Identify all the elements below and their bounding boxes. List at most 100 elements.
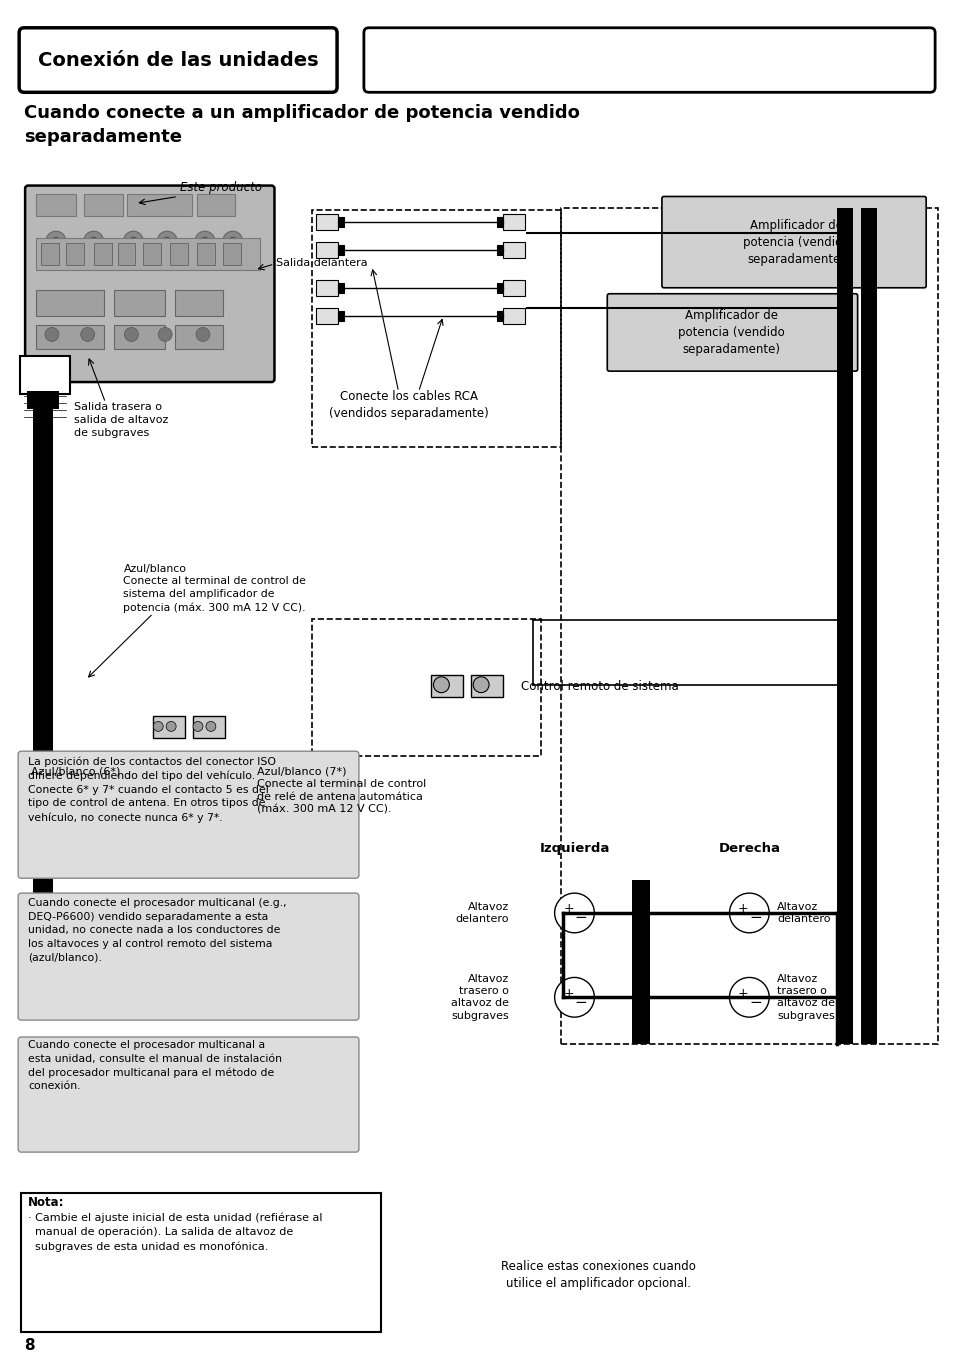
Text: La posición de los contactos del conector ISO
difiere dependiendo del tipo del v: La posición de los contactos del conecto… [28,756,275,822]
Bar [502,214,524,230]
Circle shape [84,232,104,250]
Text: −: − [748,910,760,925]
Bar [113,325,165,349]
Bar [223,244,240,265]
Text: Cuando conecte a un amplificador de potencia vendido
separadamente: Cuando conecte a un amplificador de pote… [24,104,579,146]
Text: Cuando conecte el procesador multicanal a
esta unidad, consulte el manual de ins: Cuando conecte el procesador multicanal … [28,1040,282,1091]
FancyBboxPatch shape [19,28,336,92]
Text: Amplificador de
potencia (vendido
separadamente): Amplificador de potencia (vendido separa… [678,309,784,356]
Bar [502,242,524,259]
Bar [41,244,59,265]
Bar [312,210,560,447]
Bar [315,280,337,295]
FancyBboxPatch shape [18,751,358,879]
Bar [497,283,502,292]
FancyBboxPatch shape [363,28,934,92]
Circle shape [729,894,768,933]
FancyBboxPatch shape [18,1037,358,1152]
Text: · Cambie el ajuste inicial de esta unidad (refiérase al
  manual de operación). : · Cambie el ajuste inicial de esta unida… [28,1213,322,1252]
Circle shape [51,237,60,245]
FancyBboxPatch shape [661,196,925,288]
Bar [175,290,223,315]
Bar [337,245,344,255]
Bar [497,218,502,227]
Circle shape [729,978,768,1017]
Text: Control remoto de sistema: Control remoto de sistema [520,680,678,693]
Circle shape [473,677,489,693]
Bar [36,195,75,217]
Text: Altavoz
delantero: Altavoz delantero [777,902,830,925]
Circle shape [46,232,66,250]
Text: −: − [748,995,760,1010]
Circle shape [554,894,594,933]
Circle shape [163,237,171,245]
Bar [196,244,214,265]
Bar [113,290,165,315]
Text: Realice estas conexiones cuando
utilice el amplificador opcional.: Realice estas conexiones cuando utilice … [500,1261,695,1290]
Text: Este producto: Este producto [180,181,262,195]
Text: Azul/blanco (7*)
Conecte al terminal de control
de relé de antena automática
(má: Azul/blanco (7*) Conecte al terminal de … [256,766,425,815]
Bar [312,619,540,756]
Circle shape [158,328,172,341]
Text: −: − [574,910,586,925]
Circle shape [90,237,97,245]
Bar [175,325,223,349]
Circle shape [166,722,176,731]
Bar [143,244,161,265]
Bar [471,674,502,696]
Bar [170,244,188,265]
Bar [128,195,192,217]
Bar [36,238,259,269]
Text: Amplificador de
potencia (vendido
separadamente): Amplificador de potencia (vendido separa… [741,218,848,265]
Circle shape [554,978,594,1017]
Text: Conexión de las unidades: Conexión de las unidades [38,51,318,70]
Text: Conecte los cables RCA
(vendidos separadamente): Conecte los cables RCA (vendidos separad… [329,390,488,420]
Bar [84,195,123,217]
Text: Altavoz
delantero: Altavoz delantero [455,902,508,925]
Circle shape [433,677,449,693]
Bar [36,325,104,349]
Bar [502,280,524,295]
Bar [337,310,344,321]
Text: −: − [574,995,586,1010]
Circle shape [229,237,236,245]
Bar [66,244,84,265]
Bar [193,716,225,738]
Bar [20,356,70,394]
Bar [21,1193,380,1332]
Text: +: + [562,987,574,999]
Text: Nota:: Nota: [28,1196,65,1209]
Bar [337,283,344,292]
Bar [431,674,463,696]
Bar [196,195,234,217]
Text: Salida trasera o
salida de altavoz
de subgraves: Salida trasera o salida de altavoz de su… [73,402,168,439]
FancyBboxPatch shape [25,185,274,382]
Bar [560,209,937,1044]
Text: 8: 8 [24,1338,34,1353]
Bar [315,214,337,230]
Circle shape [195,328,210,341]
Circle shape [193,722,203,731]
Circle shape [206,722,215,731]
Bar [337,218,344,227]
Circle shape [157,232,177,250]
Text: Derecha: Derecha [718,842,780,854]
Bar [33,394,52,894]
Bar [497,245,502,255]
Text: Azul/blanco (6*): Azul/blanco (6*) [31,766,120,776]
Bar [502,307,524,324]
Bar [315,242,337,259]
Circle shape [223,232,242,250]
Circle shape [153,722,163,731]
Text: +: + [738,987,748,999]
Bar [27,391,59,409]
Text: Izquierda: Izquierda [538,842,609,854]
Circle shape [201,237,209,245]
Bar [860,209,876,1044]
Text: +: + [562,903,574,915]
Bar [153,716,185,738]
FancyBboxPatch shape [607,294,857,371]
Bar [836,209,852,1044]
Bar [315,307,337,324]
Bar [497,310,502,321]
